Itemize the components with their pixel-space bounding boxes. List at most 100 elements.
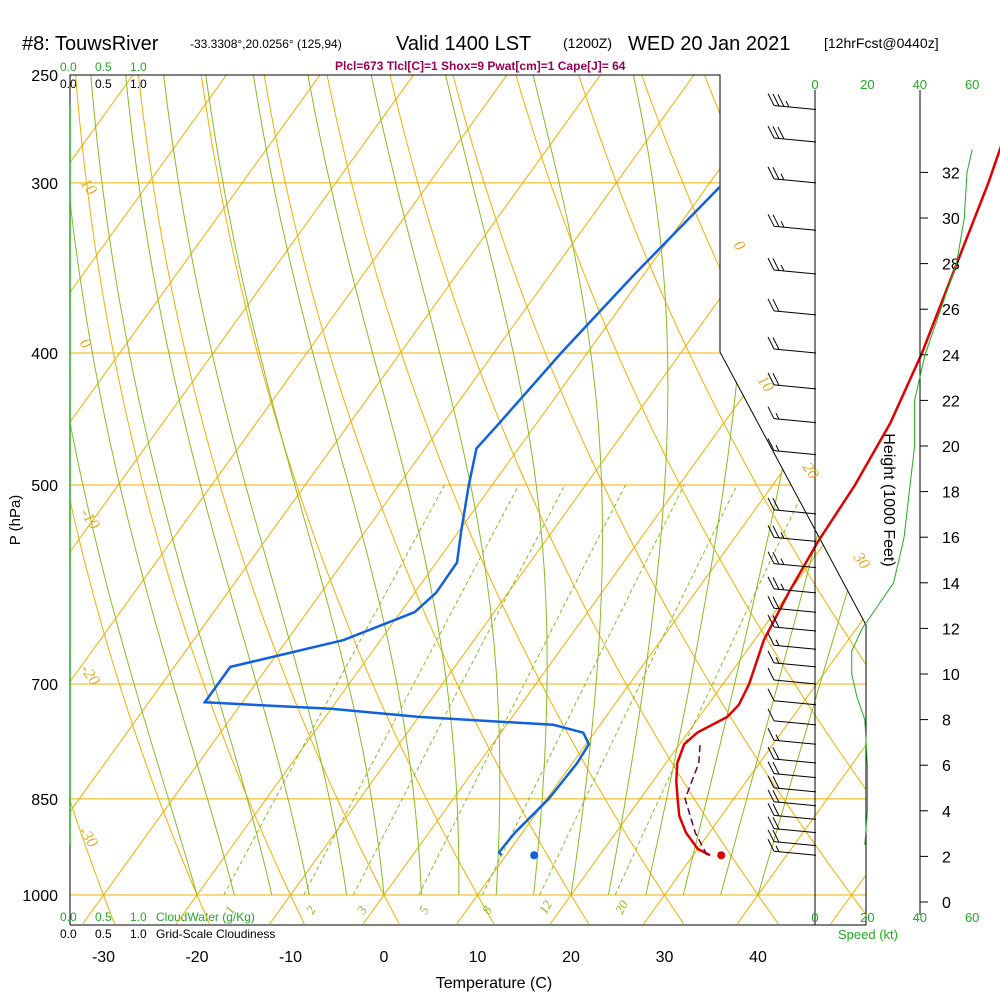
wind-barb-feather bbox=[772, 299, 780, 312]
wind-barb-feather bbox=[767, 406, 775, 419]
moist-adiabat-line bbox=[70, 75, 235, 896]
wind-barb-half-feather bbox=[780, 532, 785, 539]
chart-valid-z: (1200Z) bbox=[563, 35, 612, 51]
height-tick-label: 14 bbox=[942, 576, 960, 593]
x-tick-label: 0 bbox=[380, 949, 389, 966]
wind-barb bbox=[767, 839, 817, 856]
height-tick-label: 24 bbox=[942, 348, 960, 365]
wind-barb-feather bbox=[767, 166, 775, 180]
wind-barb-shaft bbox=[773, 384, 817, 390]
wind-barb-feather bbox=[767, 257, 775, 271]
chart-title: #8: TouwsRiver bbox=[22, 33, 159, 55]
y-tick-label: 300 bbox=[31, 176, 58, 193]
cloudiness-scale-top-0: 0.0 bbox=[60, 77, 77, 91]
dry-adiabat-line bbox=[480, 75, 866, 925]
mixing-ratio-label: 3 bbox=[353, 903, 370, 917]
wind-barb-feather bbox=[772, 551, 780, 565]
moist-adiabat-line bbox=[245, 75, 422, 896]
height-tick-label: 26 bbox=[942, 302, 960, 319]
isotherm-line bbox=[82, 75, 790, 925]
wind-barb-shaft bbox=[773, 841, 817, 847]
wind-barb-feather bbox=[772, 615, 780, 628]
wind-barb-feather bbox=[767, 746, 775, 760]
wind-barb-shaft bbox=[773, 700, 817, 706]
height-tick-label: 12 bbox=[942, 621, 960, 638]
moist-adiabat-line bbox=[120, 75, 310, 896]
speed-axis-label: Speed (kt) bbox=[838, 927, 898, 942]
wind-barb-shaft bbox=[773, 536, 817, 542]
wind-barb-shaft bbox=[773, 563, 817, 569]
wind-barb bbox=[767, 816, 817, 834]
y-tick-label: 700 bbox=[31, 677, 58, 694]
wind-barb-feather bbox=[767, 551, 775, 564]
dry-adiabat-line bbox=[834, 75, 866, 925]
wind-barb-half-feather bbox=[785, 100, 790, 108]
dry-adiabat-label: 0 bbox=[730, 238, 749, 254]
grid-clipped bbox=[70, 75, 866, 925]
wind-barb bbox=[767, 298, 817, 316]
wind-barb bbox=[767, 576, 817, 594]
height-tick-label: 10 bbox=[942, 667, 960, 684]
y-tick-label: 850 bbox=[31, 792, 58, 809]
mixing-ratio-label: 2 bbox=[303, 903, 319, 917]
wind-barb-half-feather bbox=[775, 639, 780, 646]
wind-barb-shaft bbox=[773, 644, 817, 650]
dry-adiabat-line bbox=[421, 75, 866, 925]
wind-barb-feather bbox=[772, 373, 780, 386]
wind-barb-feather bbox=[777, 94, 785, 107]
wind-barb-shaft bbox=[773, 814, 817, 820]
height-tick-label: 2 bbox=[942, 849, 951, 866]
wind-barb-feather bbox=[767, 775, 775, 789]
isotherm-line bbox=[70, 75, 322, 925]
wind-barb bbox=[767, 632, 817, 650]
wind-barb-feather bbox=[767, 596, 775, 609]
wind-barb-half-feather bbox=[775, 657, 780, 664]
isotherm-line bbox=[70, 75, 229, 925]
wind-barb bbox=[767, 497, 817, 515]
wind-barb-shaft bbox=[773, 679, 817, 685]
wind-barb-feather bbox=[772, 577, 780, 590]
wind-barb-feather bbox=[767, 336, 775, 350]
wind-barb-feather bbox=[767, 728, 775, 741]
mixing-ratio-label: 5 bbox=[416, 903, 432, 917]
x-tick-label: 10 bbox=[469, 949, 487, 966]
wind-barb-feather bbox=[767, 497, 775, 511]
height-tick-label: 18 bbox=[942, 485, 960, 502]
x-tick-label: -10 bbox=[279, 949, 302, 966]
wind-barb-feather bbox=[767, 632, 775, 646]
wind-barb-shaft bbox=[773, 626, 817, 632]
wind-barb-shaft bbox=[773, 418, 817, 424]
wind-barb-feather bbox=[767, 816, 775, 829]
wind-barb-feather bbox=[767, 803, 775, 816]
dry-adiabat-label: 20 bbox=[799, 460, 822, 483]
wind-barb-feather bbox=[772, 761, 780, 775]
height-tick-label: 22 bbox=[942, 393, 960, 410]
dry-adiabat-line bbox=[126, 75, 400, 925]
wind-barb-shaft bbox=[773, 801, 817, 807]
wind-barb bbox=[767, 829, 817, 847]
wind-barb bbox=[767, 438, 817, 456]
chart-indices: Plcl=673 Tlcl[C]=1 Shox=9 Pwat[cm]=1 Cap… bbox=[335, 59, 626, 73]
speed-tick-top: 0 bbox=[811, 77, 818, 92]
wind-barb-feather bbox=[772, 93, 780, 107]
wind-barb-feather bbox=[767, 525, 775, 538]
surface-temperature-point bbox=[717, 851, 726, 860]
mixing-ratio-line bbox=[223, 484, 446, 896]
cloudwater-scale-top-1: 0.5 bbox=[95, 60, 112, 74]
isotherm-line bbox=[643, 75, 866, 925]
mixing-ratio-label: 8 bbox=[479, 903, 495, 917]
x-tick-label: 30 bbox=[656, 949, 674, 966]
speed-tick-bottom: 20 bbox=[860, 910, 874, 925]
moist-adiabat-line bbox=[86, 75, 273, 896]
wind-barb-feather bbox=[772, 776, 780, 789]
wind-barb-shaft bbox=[773, 310, 817, 316]
wind-barb-feather bbox=[772, 803, 780, 817]
chart-date: WED 20 Jan 2021 bbox=[628, 33, 790, 55]
wind-barb-feather bbox=[772, 167, 780, 180]
wind-barb-feather bbox=[772, 337, 780, 350]
wind-barb-feather bbox=[767, 708, 775, 722]
moist-adiabat-line bbox=[298, 75, 460, 895]
dry-adiabat-line bbox=[539, 75, 866, 925]
wind-barb-feather bbox=[772, 816, 780, 830]
cloudwater-scale-bottom-0: 0.0 bbox=[60, 910, 77, 924]
